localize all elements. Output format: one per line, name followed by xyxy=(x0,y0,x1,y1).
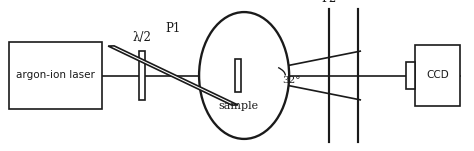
Bar xyxy=(415,45,460,106)
Text: sample: sample xyxy=(218,101,258,111)
Text: 32°: 32° xyxy=(282,76,301,85)
Ellipse shape xyxy=(199,12,289,139)
Bar xyxy=(235,59,241,92)
Text: argon-ion laser: argon-ion laser xyxy=(16,71,95,80)
Bar xyxy=(406,62,415,89)
Text: P2: P2 xyxy=(322,0,337,5)
Bar xyxy=(139,51,145,100)
Text: λ/2: λ/2 xyxy=(133,31,152,44)
Text: CCD: CCD xyxy=(426,71,448,80)
Text: P1: P1 xyxy=(165,22,181,35)
Polygon shape xyxy=(108,46,238,105)
Text: dewar: dewar xyxy=(226,0,263,3)
Bar xyxy=(9,42,102,109)
